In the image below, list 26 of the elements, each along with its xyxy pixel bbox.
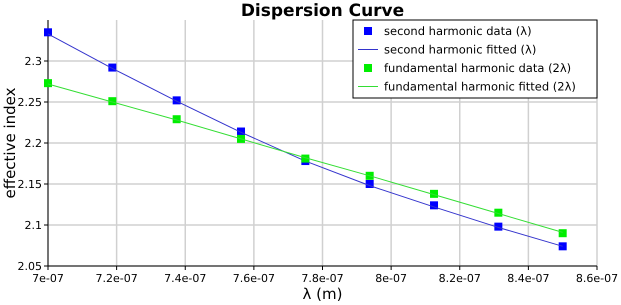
x-tick-label: 8.4e-07 (507, 272, 550, 285)
legend-label: second harmonic fitted (λ) (384, 42, 536, 56)
y-tick-label: 2.15 (18, 178, 42, 191)
point (44, 79, 52, 88)
x-tick-label: 7e-07 (32, 272, 64, 285)
point (558, 229, 567, 238)
x-tick-label: 7.2e-07 (96, 272, 138, 285)
chart-title: Dispersion Curve (240, 1, 404, 21)
x-tick-label: 8e-07 (375, 272, 407, 285)
x-tick-label: 8.2e-07 (438, 272, 481, 285)
y-tick-label: 2.25 (18, 96, 42, 109)
legend-label: fundamental harmonic data (2λ) (384, 61, 572, 75)
y-axis-title: effective index (1, 87, 19, 198)
x-tick-label: 7.8e-07 (301, 272, 344, 285)
y-tick-label: 2.3 (24, 55, 42, 68)
x-axis-title: λ (m) (302, 285, 342, 303)
y-tick-label: 2.05 (18, 260, 42, 273)
legend-label: fundamental harmonic fitted (2λ) (384, 80, 576, 94)
point (558, 242, 567, 250)
x-tick-label: 7.6e-07 (232, 272, 275, 285)
x-tick-label: 7.4e-07 (164, 272, 206, 285)
x-tick-label: 8.6e-07 (576, 272, 618, 285)
legend-label: second harmonic data (λ) (384, 24, 532, 38)
y-tick-label: 2.1 (24, 219, 42, 232)
point (44, 28, 52, 36)
y-tick-label: 2.2 (24, 137, 42, 150)
